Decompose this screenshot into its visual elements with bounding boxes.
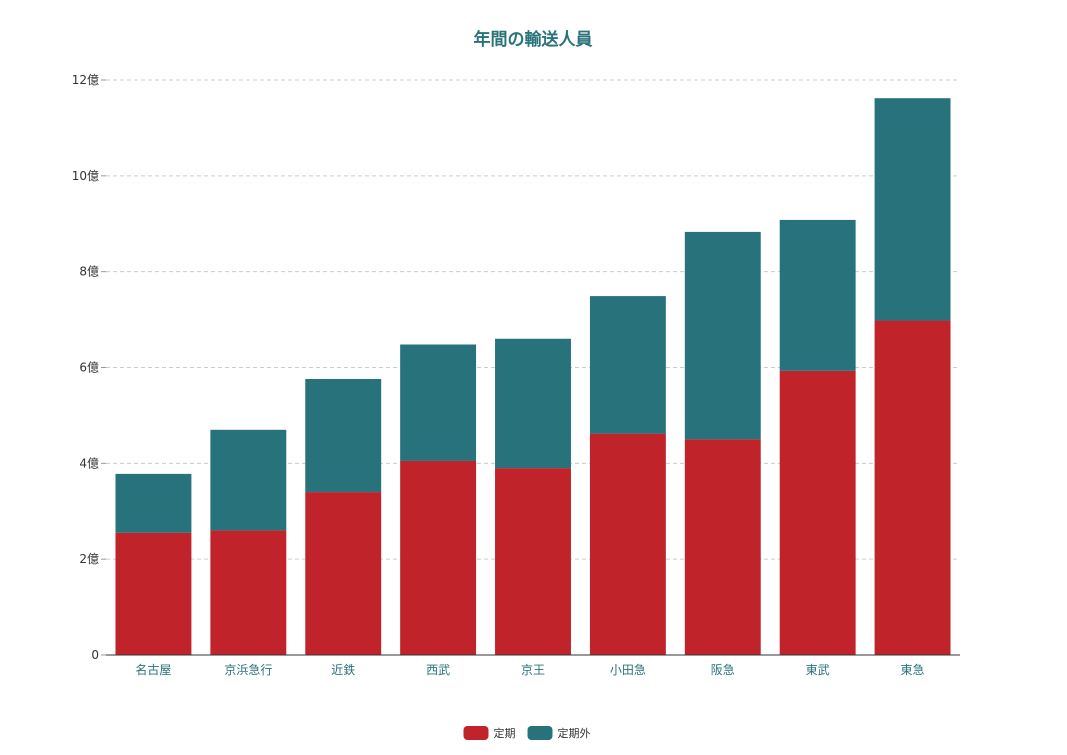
bar-segment[interactable] [495,468,571,655]
x-tick-label: 京浜急行 [224,662,272,677]
legend-swatch[interactable] [463,726,489,740]
bar-segment[interactable] [684,231,761,440]
bar-segment[interactable] [210,530,287,655]
x-tick-label: 近鉄 [331,662,355,677]
bar-segment[interactable] [210,429,287,531]
x-axis-ticks: 名古屋 京浜急行 近鉄 西武 京王 小田急 阪急 東武 東急 [135,662,924,677]
bar-segment[interactable] [684,439,761,655]
bar-segment[interactable] [400,460,477,655]
bar-segment[interactable] [779,219,856,371]
x-tick-label: 東武 [806,663,830,677]
bar-segment[interactable] [589,433,666,655]
x-tick-label: 東急 [901,662,925,677]
bar-segment[interactable] [115,473,192,533]
bar-segment[interactable] [115,532,192,655]
chart-title: 年間の輸送人員 [474,29,593,50]
x-tick-label: 西武 [426,663,450,677]
y-tick-label: 8億 [79,265,99,279]
y-tick-label: 10億 [72,169,99,183]
x-tick-label: 阪急 [711,662,735,677]
bar-segment[interactable] [874,320,951,655]
bar-segment[interactable] [305,379,382,493]
x-tick-label: 小田急 [610,662,646,677]
y-tick-label: 12億 [72,73,99,87]
y-tick-label: 2億 [79,552,99,566]
bar-segment[interactable] [495,338,571,469]
bars[interactable] [115,98,951,655]
y-axis-ticks: 0 2億 4億 6億 8億 10億 12億 [72,73,106,662]
bar-segment[interactable] [400,344,477,461]
legend-label[interactable]: 定期 [494,726,516,740]
bar-segment[interactable] [305,492,382,655]
bar-segment[interactable] [779,370,856,655]
y-tick-label: 0 [91,648,99,662]
bar-segment[interactable] [589,296,666,434]
bar-segment[interactable] [874,98,951,321]
legend[interactable]: 定期 定期外 [463,726,591,740]
y-tick-label: 6億 [79,361,99,375]
y-tick-label: 4億 [79,456,99,470]
legend-swatch[interactable] [527,726,553,740]
x-tick-label: 名古屋 [135,662,171,677]
legend-label[interactable]: 定期外 [558,726,591,740]
x-tick-label: 京王 [521,663,545,677]
